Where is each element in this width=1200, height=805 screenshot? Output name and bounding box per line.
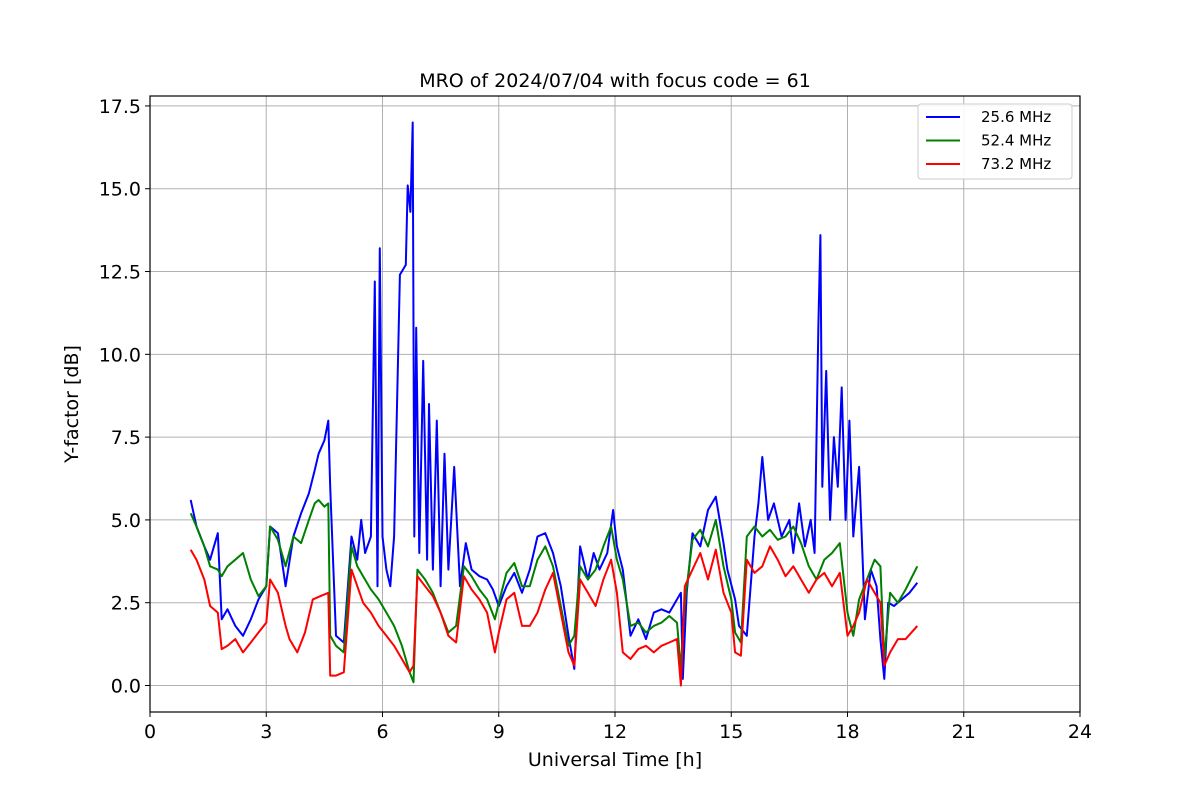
series-group	[189, 121, 919, 687]
y-tick-label: 17.5	[99, 96, 141, 118]
x-tick-label: 0	[144, 721, 156, 743]
x-tick-label: 6	[376, 721, 388, 743]
y-tick-label: 7.5	[111, 427, 141, 449]
x-tick-label: 3	[260, 721, 272, 743]
chart-title: MRO of 2024/07/04 with focus code = 61	[419, 70, 811, 92]
x-tick-label: 18	[835, 721, 859, 743]
series-line-2	[189, 545, 919, 687]
y-tick-label: 12.5	[99, 262, 141, 284]
x-tick-label: 21	[952, 721, 976, 743]
legend-box	[917, 103, 1073, 180]
x-tick-label: 15	[719, 721, 743, 743]
y-tick-label: 2.5	[111, 593, 141, 615]
y-tick-label: 0.0	[111, 676, 141, 698]
y-tick-label: 10.0	[99, 344, 141, 366]
x-axis-label: Universal Time [h]	[528, 749, 702, 771]
x-tick-label: 12	[603, 721, 627, 743]
x-tick-label: 9	[493, 721, 505, 743]
legend-entry-label: 73.2 MHz	[981, 155, 1051, 173]
legend-entry-label: 25.6 MHz	[981, 108, 1051, 126]
series-line-1	[189, 499, 919, 684]
series-line-0	[189, 121, 919, 680]
x-tick-label: 24	[1068, 721, 1092, 743]
y-axis-label: Y-factor [dB]	[61, 345, 83, 464]
legend-entry-label: 52.4 MHz	[981, 132, 1051, 150]
y-tick-label: 5.0	[111, 510, 141, 532]
legend: 25.6 MHz 52.4 MHz 73.2 MHz	[917, 103, 1073, 180]
y-tick-label: 15.0	[99, 179, 141, 201]
ticks: 0 3 6 9 12 15 18 21 24 0.0 2.5 5.0 7.5 10.0 12.5 15.0 17…	[99, 96, 1092, 743]
